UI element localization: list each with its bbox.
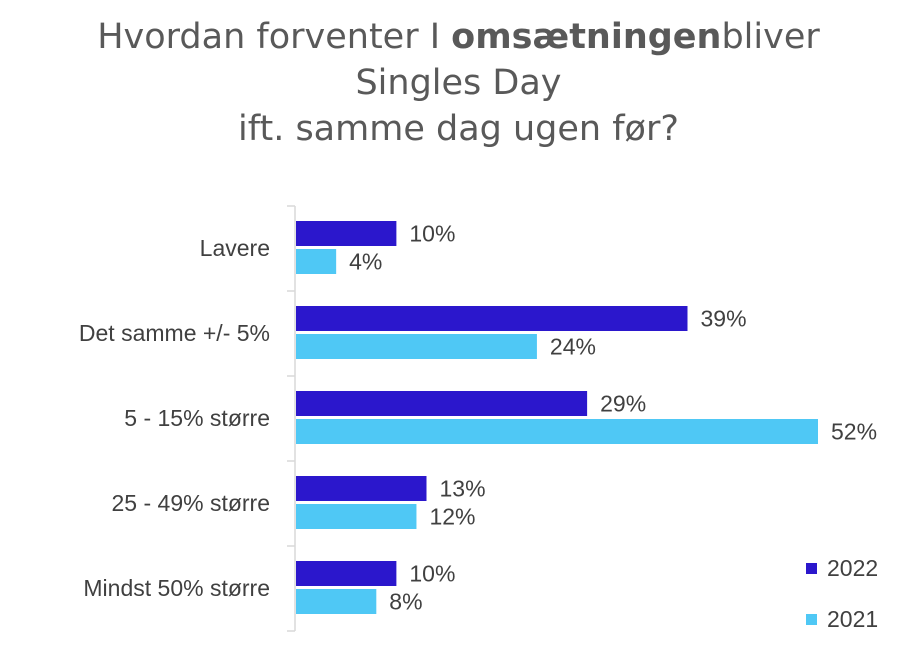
bar-2021	[296, 334, 537, 359]
data-label: 4%	[349, 249, 382, 275]
legend-label: 2021	[827, 606, 878, 632]
data-labels: 10% 39% 29% 13% 10% 4% 24% 52% 12% 8%	[349, 221, 877, 615]
chart-title: Hvordan forventer I omsætningenbliver Si…	[0, 14, 917, 152]
legend: 2022 2021	[806, 555, 878, 632]
title-line-2: Singles Day	[355, 63, 562, 103]
bar-2022	[296, 561, 397, 586]
data-label: 8%	[389, 589, 422, 615]
category-label: 25 - 49% større	[112, 490, 271, 516]
legend-swatch-2022	[806, 563, 817, 574]
data-label: 13%	[440, 476, 486, 502]
title-line-1-start: Hvordan forventer I	[97, 17, 452, 57]
axis-layer	[287, 205, 296, 632]
title-line-1-emphasis: omsætningen	[451, 17, 722, 57]
data-label: 29%	[600, 391, 646, 417]
bar-2021	[296, 419, 818, 444]
category-label: Mindst 50% større	[83, 575, 270, 601]
bar-2021	[296, 249, 337, 274]
bar-2022	[296, 221, 397, 246]
bar-2022	[296, 391, 588, 416]
legend-label: 2022	[827, 555, 878, 581]
data-label: 10%	[409, 221, 455, 247]
bars	[296, 221, 818, 614]
category-label: Lavere	[200, 235, 270, 261]
bar-2022	[296, 306, 688, 331]
title-line-1-end: bliver	[721, 17, 820, 57]
data-label: 52%	[831, 419, 877, 445]
data-label: 10%	[409, 561, 455, 587]
legend-swatch-2021	[806, 614, 817, 625]
category-labels: Lavere Det samme +/- 5% 5 - 15% større 25 -…	[79, 235, 270, 601]
category-label: Det samme +/- 5%	[79, 320, 270, 346]
category-label: 5 - 15% større	[124, 405, 270, 431]
bar-2021	[296, 504, 417, 529]
bar-2022	[296, 476, 427, 501]
data-label: 12%	[429, 504, 475, 530]
bar-2021	[296, 589, 377, 614]
data-label: 39%	[701, 306, 747, 332]
title-line-1: Hvordan forventer I omsætningenbliver	[0, 14, 917, 60]
title-line-3: ift. samme dag ugen før?	[238, 109, 679, 149]
data-label: 24%	[550, 334, 596, 360]
